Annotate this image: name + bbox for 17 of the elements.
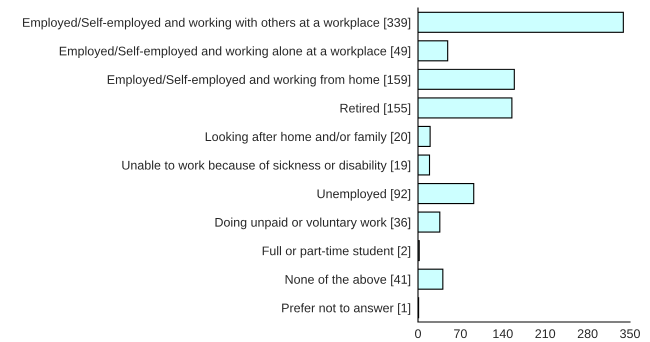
y-tick-label: Employed/Self-employed and working with others at a workplace [339] bbox=[23, 18, 410, 30]
x-tick-label: 350 bbox=[620, 329, 640, 338]
y-tick-label: Employed/Self-employed and working from home [159] bbox=[108, 74, 410, 86]
x-tick-label: 70 bbox=[454, 329, 467, 338]
y-tick-label: Unemployed [92] bbox=[318, 189, 410, 201]
y-tick-label: Looking after home and/or family [20] bbox=[206, 132, 410, 144]
x-tick-label: 210 bbox=[535, 329, 556, 338]
x-tick-label: 0 bbox=[415, 329, 421, 338]
y-tick-label: Unable to work because of sickness or disability [19] bbox=[122, 160, 410, 172]
y-tick-label: Full or part-time student [2] bbox=[262, 246, 410, 258]
y-tick-label: Doing unpaid or voluntary work [36] bbox=[215, 218, 410, 230]
y-tick-label: Employed/Self-employed and working alone at a workplace [49] bbox=[60, 46, 410, 58]
y-tick-label: Retired [155] bbox=[340, 103, 410, 116]
x-tick-label: 140 bbox=[493, 329, 513, 338]
y-tick-label: None of the above [41] bbox=[286, 274, 410, 286]
y-tick-label: Prefer not to answer [1] bbox=[282, 303, 410, 315]
x-tick-label: 280 bbox=[578, 329, 598, 338]
